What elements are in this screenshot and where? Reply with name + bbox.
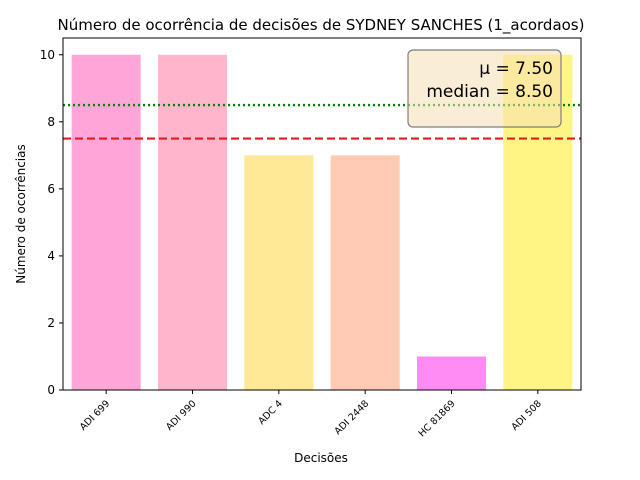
- bar-adi-2448: [330, 155, 400, 390]
- stats-box-background: [407, 49, 562, 128]
- bar-adi-699: [71, 54, 141, 391]
- y-axis-label: Número de ocorrências: [14, 144, 28, 284]
- bars-group: [71, 54, 573, 391]
- y-tick-label: 4: [47, 249, 55, 263]
- mean-label: μ = 7.50: [479, 59, 553, 79]
- y-tick-label: 6: [47, 182, 55, 196]
- x-tick-label: ADI 699: [78, 398, 112, 432]
- x-tick-label: ADI 508: [509, 398, 543, 432]
- bar-hc-81869: [416, 356, 487, 390]
- x-tick-label: HC 81869: [417, 398, 458, 439]
- plot-area: 0 2 4 6 8 10 ADI 699 ADI 990 ADC 4 ADI 2448 HC 81…: [40, 37, 582, 439]
- median-label: median = 8.50: [426, 82, 553, 102]
- bar-adi-990: [157, 54, 228, 391]
- y-tick-label: 0: [47, 383, 55, 397]
- chart-title: Número de ocorrência de decisões de SYDN…: [58, 16, 585, 35]
- x-axis-label: Decisões: [294, 451, 348, 465]
- bar-adc-4: [244, 155, 314, 390]
- stats-box: μ = 7.50 median = 8.50: [407, 49, 562, 128]
- x-axis-ticks: ADI 699 ADI 990 ADC 4 ADI 2448 HC 81869 ADI 5…: [78, 390, 544, 439]
- y-tick-label: 10: [40, 48, 55, 62]
- x-tick-label: ADI 2448: [333, 398, 372, 437]
- x-tick-label: ADI 990: [164, 398, 198, 432]
- axes-frame: [62, 37, 582, 391]
- x-tick-label: ADC 4: [256, 398, 285, 427]
- y-axis-ticks: 0 2 4 6 8 10: [40, 48, 63, 397]
- y-tick-label: 8: [47, 115, 55, 129]
- y-tick-label: 2: [47, 316, 55, 330]
